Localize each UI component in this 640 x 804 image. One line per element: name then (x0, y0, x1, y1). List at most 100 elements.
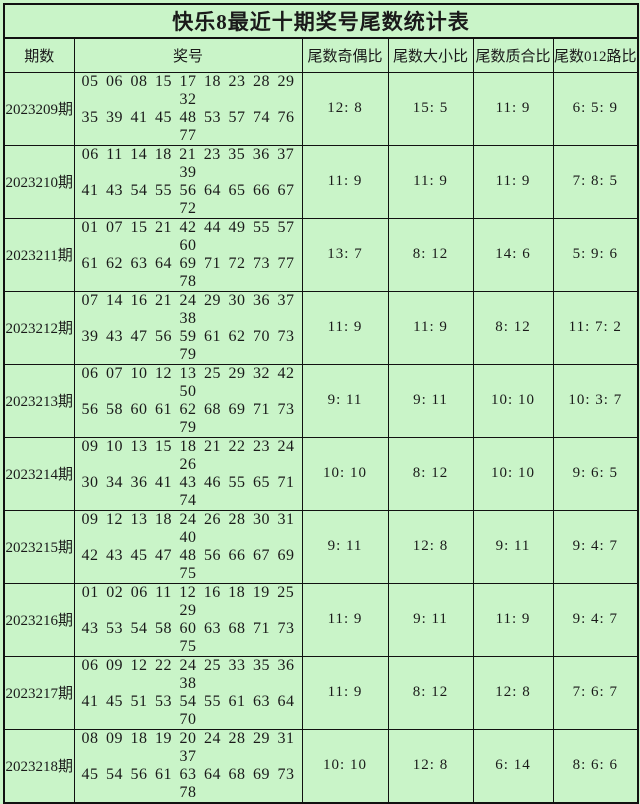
odd-even-ratio-cell: 13: 7 (301, 217, 389, 292)
odd-even-ratio-cell: 9: 11 (301, 363, 389, 438)
prize-numbers-cell: 01 02 06 11 12 16 18 19 25 29 43 53 54 5… (73, 582, 303, 657)
prize-numbers-line-2: 41 43 54 55 56 64 65 66 67 72 (81, 181, 295, 217)
prime-composite-ratio-cell: 14: 6 (472, 217, 554, 292)
header-row: 期数 奖号 尾数奇偶比 尾数大小比 尾数质合比 尾数012路比 (3, 37, 639, 73)
period-cell: 2023212期 (3, 290, 75, 365)
prize-numbers-cell: 06 07 10 12 13 25 29 32 42 50 56 58 60 6… (73, 363, 303, 438)
odd-even-ratio-cell: 10: 10 (301, 728, 389, 803)
prime-composite-ratio-cell: 11: 9 (472, 144, 554, 219)
big-small-ratio-cell: 9: 11 (387, 363, 474, 438)
period-cell: 2023213期 (3, 363, 75, 438)
prize-numbers-line-2: 41 45 51 53 54 55 61 63 64 70 (81, 692, 295, 728)
table-row: 2023210期 06 11 14 18 21 23 35 36 37 39 4… (3, 144, 639, 219)
prize-numbers-line-2: 39 43 47 56 59 61 62 70 73 79 (81, 327, 295, 363)
odd-even-ratio-cell: 11: 9 (301, 655, 389, 730)
road-012-ratio-cell: 9: 6: 5 (552, 436, 639, 511)
odd-even-ratio-cell: 11: 9 (301, 144, 389, 219)
col-header-big-small-ratio: 尾数大小比 (387, 37, 474, 73)
road-012-ratio-cell: 6: 5: 9 (552, 71, 639, 146)
period-cell: 2023215期 (3, 509, 75, 584)
prize-numbers-line-2: 61 62 63 64 69 71 72 73 77 78 (81, 254, 295, 290)
period-cell: 2023209期 (3, 71, 75, 146)
lottery-tail-stats-table: 快乐8最近十期奖号尾数统计表 期数 奖号 尾数奇偶比 尾数大小比 尾数质合比 尾… (3, 3, 640, 804)
prize-numbers-cell: 01 07 15 21 42 44 49 55 57 60 61 62 63 6… (73, 217, 303, 292)
prime-composite-ratio-cell: 9: 11 (472, 509, 554, 584)
odd-even-ratio-cell: 11: 9 (301, 290, 389, 365)
road-012-ratio-cell: 9: 4: 7 (552, 509, 639, 584)
prime-composite-ratio-cell: 10: 10 (472, 363, 554, 438)
big-small-ratio-cell: 15: 5 (387, 71, 474, 146)
big-small-ratio-cell: 12: 8 (387, 728, 474, 803)
col-header-prize-numbers: 奖号 (73, 37, 303, 73)
prize-numbers-line-1: 09 12 13 18 24 26 28 30 31 40 (81, 510, 295, 546)
prize-numbers-line-2: 35 39 41 45 48 53 57 74 76 77 (81, 108, 295, 144)
prime-composite-ratio-cell: 10: 10 (472, 436, 554, 511)
table-row: 2023217期 06 09 12 22 24 25 33 35 36 38 4… (3, 655, 639, 730)
prize-numbers-line-2: 45 54 56 61 63 64 68 69 73 78 (81, 765, 295, 801)
odd-even-ratio-cell: 11: 9 (301, 582, 389, 657)
period-cell: 2023210期 (3, 144, 75, 219)
prize-numbers-cell: 09 10 13 15 18 21 22 23 24 26 30 34 36 4… (73, 436, 303, 511)
big-small-ratio-cell: 11: 9 (387, 290, 474, 365)
table-row: 2023215期 09 12 13 18 24 26 28 30 31 40 4… (3, 509, 639, 584)
table-row: 2023214期 09 10 13 15 18 21 22 23 24 26 3… (3, 436, 639, 511)
table-row: 2023216期 01 02 06 11 12 16 18 19 25 29 4… (3, 582, 639, 657)
prize-numbers-line-1: 07 14 16 21 24 29 30 36 37 38 (81, 291, 295, 327)
table-body: 2023209期 05 06 08 15 17 18 23 28 29 32 3… (3, 71, 639, 803)
big-small-ratio-cell: 8: 12 (387, 217, 474, 292)
big-small-ratio-cell: 9: 11 (387, 582, 474, 657)
prime-composite-ratio-cell: 12: 8 (472, 655, 554, 730)
prize-numbers-line-1: 01 02 06 11 12 16 18 19 25 29 (81, 583, 295, 619)
table-row: 2023218期 08 09 18 19 20 24 28 29 31 37 4… (3, 728, 639, 803)
page-background: 快乐8最近十期奖号尾数统计表 期数 奖号 尾数奇偶比 尾数大小比 尾数质合比 尾… (3, 3, 640, 804)
odd-even-ratio-cell: 9: 11 (301, 509, 389, 584)
prize-numbers-line-1: 05 06 08 15 17 18 23 28 29 32 (81, 72, 295, 108)
road-012-ratio-cell: 7: 6: 7 (552, 655, 639, 730)
col-header-prime-composite-ratio: 尾数质合比 (472, 37, 554, 73)
col-header-period: 期数 (3, 37, 75, 73)
prize-numbers-line-1: 06 11 14 18 21 23 35 36 37 39 (81, 145, 295, 181)
prize-numbers-cell: 05 06 08 15 17 18 23 28 29 32 35 39 41 4… (73, 71, 303, 146)
table-row: 2023212期 07 14 16 21 24 29 30 36 37 38 3… (3, 290, 639, 365)
title-row: 快乐8最近十期奖号尾数统计表 (3, 3, 639, 39)
road-012-ratio-cell: 8: 6: 6 (552, 728, 639, 803)
odd-even-ratio-cell: 10: 10 (301, 436, 389, 511)
table-row: 2023213期 06 07 10 12 13 25 29 32 42 50 5… (3, 363, 639, 438)
prize-numbers-cell: 07 14 16 21 24 29 30 36 37 38 39 43 47 5… (73, 290, 303, 365)
prize-numbers-line-1: 06 09 12 22 24 25 33 35 36 38 (81, 656, 295, 692)
big-small-ratio-cell: 8: 12 (387, 436, 474, 511)
period-cell: 2023211期 (3, 217, 75, 292)
table-row: 2023209期 05 06 08 15 17 18 23 28 29 32 3… (3, 71, 639, 146)
prize-numbers-line-2: 56 58 60 61 62 68 69 71 73 79 (81, 400, 295, 436)
odd-even-ratio-cell: 12: 8 (301, 71, 389, 146)
prize-numbers-line-1: 08 09 18 19 20 24 28 29 31 37 (81, 729, 295, 765)
road-012-ratio-cell: 9: 4: 7 (552, 582, 639, 657)
period-cell: 2023216期 (3, 582, 75, 657)
prize-numbers-cell: 06 09 12 22 24 25 33 35 36 38 41 45 51 5… (73, 655, 303, 730)
road-012-ratio-cell: 5: 9: 6 (552, 217, 639, 292)
road-012-ratio-cell: 7: 8: 5 (552, 144, 639, 219)
period-cell: 2023214期 (3, 436, 75, 511)
prize-numbers-cell: 09 12 13 18 24 26 28 30 31 40 42 43 45 4… (73, 509, 303, 584)
prime-composite-ratio-cell: 6: 14 (472, 728, 554, 803)
prize-numbers-cell: 08 09 18 19 20 24 28 29 31 37 45 54 56 6… (73, 728, 303, 803)
big-small-ratio-cell: 12: 8 (387, 509, 474, 584)
prime-composite-ratio-cell: 8: 12 (472, 290, 554, 365)
prize-numbers-line-2: 42 43 45 47 48 56 66 67 69 75 (81, 546, 295, 582)
page-title: 快乐8最近十期奖号尾数统计表 (3, 3, 639, 39)
road-012-ratio-cell: 10: 3: 7 (552, 363, 639, 438)
prize-numbers-cell: 06 11 14 18 21 23 35 36 37 39 41 43 54 5… (73, 144, 303, 219)
table-row: 2023211期 01 07 15 21 42 44 49 55 57 60 6… (3, 217, 639, 292)
period-cell: 2023218期 (3, 728, 75, 803)
prize-numbers-line-1: 09 10 13 15 18 21 22 23 24 26 (81, 437, 295, 473)
prize-numbers-line-1: 06 07 10 12 13 25 29 32 42 50 (81, 364, 295, 400)
col-header-odd-even-ratio: 尾数奇偶比 (301, 37, 389, 73)
period-cell: 2023217期 (3, 655, 75, 730)
prime-composite-ratio-cell: 11: 9 (472, 582, 554, 657)
road-012-ratio-cell: 11: 7: 2 (552, 290, 639, 365)
prize-numbers-line-2: 30 34 36 41 43 46 55 65 71 74 (81, 473, 295, 509)
prime-composite-ratio-cell: 11: 9 (472, 71, 554, 146)
big-small-ratio-cell: 11: 9 (387, 144, 474, 219)
big-small-ratio-cell: 8: 12 (387, 655, 474, 730)
prize-numbers-line-2: 43 53 54 58 60 63 68 71 73 75 (81, 619, 295, 655)
